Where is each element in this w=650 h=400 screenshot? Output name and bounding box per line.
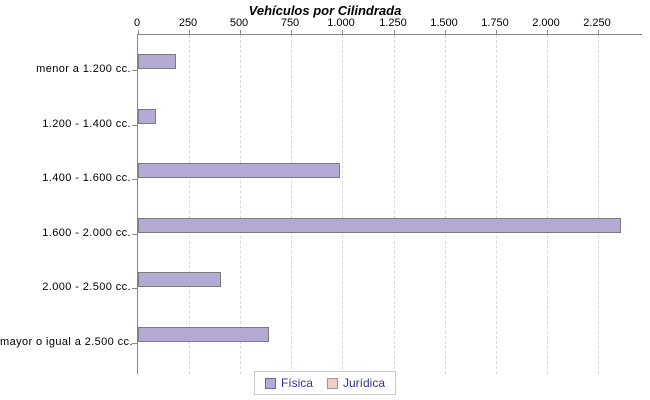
x-axis-tick-label: 1.750	[481, 17, 509, 29]
x-axis-tick-label: 0	[133, 17, 141, 29]
gridline	[547, 35, 548, 374]
category-label: mayor o igual a 2.500 cc.	[0, 336, 133, 348]
gridline	[189, 35, 190, 374]
x-axis-tick-label: 750	[280, 17, 300, 29]
x-axis-tick-mark	[598, 30, 599, 35]
gridline	[394, 35, 395, 374]
category-tick-mark	[132, 179, 138, 180]
x-axis-tick-label: 1.500	[430, 17, 458, 29]
legend: Física Jurídica	[253, 371, 397, 395]
plot-area	[132, 30, 642, 374]
gridline	[445, 35, 446, 374]
x-axis-tick-mark	[496, 30, 497, 35]
bar-física	[138, 218, 621, 233]
legend-item: Física	[264, 376, 313, 390]
x-axis-tick-mark	[394, 30, 395, 35]
x-axis-tick-mark	[189, 30, 190, 35]
x-axis-tick-label: 1.250	[379, 17, 407, 29]
category-axis-labels: menor a 1.200 cc. 1.200 - 1.400 cc. 1.400 …	[0, 0, 133, 400]
category-label: 2.000 - 2.500 cc.	[42, 281, 131, 293]
x-axis-tick-mark	[291, 30, 292, 35]
x-axis-tick-mark	[445, 30, 446, 35]
gridline	[291, 35, 292, 374]
gridline	[496, 35, 497, 374]
category-label: menor a 1.200 cc.	[36, 63, 131, 75]
x-axis-tick-mark	[240, 30, 241, 35]
x-axis-tick-labels: 0 250 500 750 1.000 1.250 1.500 1.750 2.000 2.250	[0, 17, 650, 29]
x-axis-tick-mark	[547, 30, 548, 35]
x-axis-tick-label: 250	[178, 17, 198, 29]
category-label: 1.200 - 1.400 cc.	[42, 118, 131, 130]
legend-item: Jurídica	[326, 376, 386, 390]
category-tick-mark	[132, 288, 138, 289]
legend-swatch-icon	[264, 377, 276, 389]
bar-física	[138, 327, 269, 342]
gridline	[240, 35, 241, 374]
legend-label: Física	[280, 376, 313, 390]
category-tick-mark	[132, 70, 138, 71]
category-label: 1.400 - 1.600 cc.	[42, 172, 131, 184]
x-axis-tick-label: 2.000	[532, 17, 560, 29]
bar-física	[138, 54, 176, 69]
category-tick-mark	[132, 343, 138, 344]
gridline	[598, 35, 599, 374]
bar-física	[138, 163, 340, 178]
x-axis-tick-label: 500	[229, 17, 249, 29]
x-axis-tick-label: 2.250	[583, 17, 611, 29]
category-tick-mark	[132, 125, 138, 126]
bar-física	[138, 109, 156, 124]
category-label: 1.600 - 2.000 cc.	[42, 227, 131, 239]
chart-title: Vehículos por Cilindrada	[248, 3, 402, 18]
bar-física	[138, 272, 221, 287]
legend-label: Jurídica	[342, 376, 386, 390]
x-axis-tick-label: 1.000	[327, 17, 355, 29]
x-axis-tick-mark	[342, 30, 343, 35]
gridline	[342, 35, 343, 374]
category-tick-mark	[132, 234, 138, 235]
x-axis-tick-mark	[138, 30, 139, 35]
legend-swatch-icon	[326, 377, 338, 389]
